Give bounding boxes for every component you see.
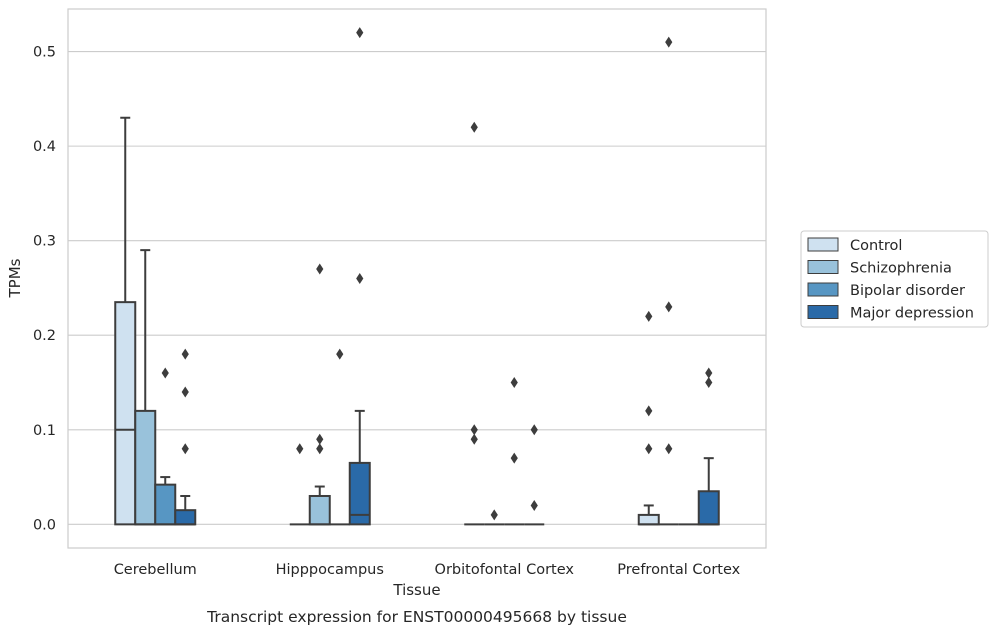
legend-label: Bipolar disorder: [850, 283, 965, 299]
box: [114, 301, 137, 526]
x-axis-label: Tissue: [392, 581, 440, 599]
outlier-point: [510, 452, 518, 464]
box-group: [289, 443, 310, 526]
box-group: [348, 27, 371, 526]
box: [697, 490, 720, 526]
outlier-point: [161, 367, 169, 379]
chart-caption: Transcript expression for ENST0000049566…: [206, 608, 627, 626]
legend-swatch: [807, 237, 839, 252]
outlier-point: [665, 301, 673, 313]
legend-label: Control: [850, 238, 902, 254]
box: [154, 483, 177, 526]
grid-layer: [68, 51, 766, 525]
box-group: [658, 36, 679, 526]
legend-swatch: [807, 260, 839, 274]
outlier-point: [336, 348, 344, 360]
box-group: [329, 348, 350, 526]
x-tick-label: Orbitofontal Cortex: [435, 562, 575, 578]
legend-swatch: [807, 282, 839, 297]
y-tick-label: 0.5: [33, 45, 56, 61]
boxes-layer: [114, 27, 720, 526]
outlier-point: [181, 443, 189, 455]
outlier-point: [296, 443, 304, 455]
y-tick-label: 0.3: [33, 234, 56, 250]
outlier-point: [316, 433, 324, 445]
box-group: [637, 310, 660, 526]
box-group: [697, 367, 720, 526]
box-group: [154, 367, 177, 526]
box-group: [174, 348, 197, 526]
legend-frame: [800, 230, 989, 328]
plot-frame: [67, 8, 767, 549]
box: [174, 509, 197, 526]
outlier-point: [316, 443, 324, 455]
x-tick-label: Prefrontal Cortex: [617, 562, 740, 578]
x-ticks: Cerebellum Hipppocampus Orbitofontal Corte…: [114, 562, 741, 578]
y-tick-label: 0.1: [33, 423, 56, 439]
outlier-point: [356, 273, 364, 284]
outlier-point: [530, 499, 538, 511]
outlier-point: [470, 121, 478, 133]
outlier-point: [645, 443, 653, 455]
box: [348, 461, 371, 526]
legend-swatch: [807, 305, 839, 319]
x-tick-label: Cerebellum: [114, 562, 197, 578]
outlier-point: [705, 377, 713, 389]
box: [308, 494, 331, 526]
y-axis-label: TPMs: [6, 258, 24, 298]
box-group: [308, 263, 331, 526]
box-group: [114, 116, 137, 526]
box-group: [484, 509, 505, 526]
legend-label: Schizophrenia: [850, 261, 952, 277]
outlier-point: [490, 509, 498, 521]
y-tick-label: 0.0: [33, 517, 56, 533]
box: [134, 409, 157, 526]
legend: Control Schizophrenia Bipolar disorder Majo…: [800, 230, 989, 328]
outlier-point: [470, 433, 478, 445]
legend-label: Major depression: [850, 306, 974, 322]
y-tick-label: 0.4: [33, 139, 56, 155]
box: [637, 513, 660, 526]
outlier-point: [356, 27, 364, 39]
outlier-point: [181, 348, 189, 360]
box-group: [504, 377, 525, 526]
box-group: [464, 121, 485, 526]
outlier-point: [665, 443, 673, 455]
y-ticks: 0.0 0.1 0.2 0.3 0.4 0.5: [33, 45, 56, 534]
outlier-point: [665, 36, 673, 48]
x-tick-label: Hipppocampus: [276, 562, 384, 578]
outlier-point: [470, 424, 478, 436]
box-group: [134, 249, 157, 526]
outlier-point: [645, 405, 653, 417]
outlier-point: [181, 386, 189, 398]
outlier-point: [510, 377, 518, 389]
outlier-point: [316, 263, 324, 275]
outlier-point: [705, 367, 713, 379]
outlier-point: [645, 310, 653, 322]
y-tick-label: 0.2: [33, 328, 56, 344]
outlier-point: [530, 424, 538, 436]
box-group: [524, 424, 545, 526]
